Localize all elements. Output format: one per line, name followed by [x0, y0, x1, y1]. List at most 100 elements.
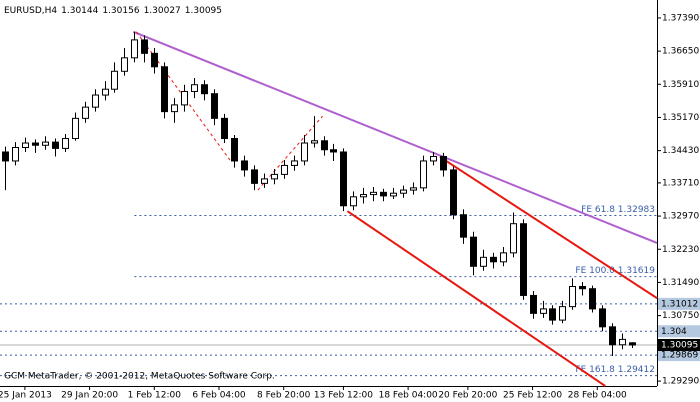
- candle-body: [311, 140, 318, 144]
- candle-body: [291, 160, 298, 166]
- x-tick-label: 25 Jan 2013: [0, 391, 52, 401]
- candle-body: [22, 142, 29, 148]
- candle-body: [102, 88, 109, 96]
- y-tick-label: 1.36650: [662, 47, 699, 57]
- x-tick-label: 6 Feb 04:00: [192, 391, 246, 401]
- y-tick-label: 1.37390: [662, 13, 699, 23]
- candle-body: [400, 189, 407, 194]
- candle-body: [121, 57, 128, 72]
- candle-body: [141, 39, 148, 54]
- candle-body: [420, 160, 427, 189]
- candle-body: [390, 192, 397, 197]
- candle-body: [221, 117, 228, 140]
- candle-body: [92, 94, 99, 108]
- trendline: [439, 156, 658, 299]
- candle-body: [32, 142, 39, 146]
- price-box: [658, 325, 700, 338]
- candle-body: [360, 194, 367, 198]
- candle-body: [340, 151, 347, 207]
- candle-body: [42, 141, 49, 146]
- candle-body: [559, 306, 566, 321]
- candle-body: [161, 66, 168, 113]
- title-part: EURUSD,H4: [4, 6, 57, 16]
- candle-body: [261, 178, 268, 184]
- candle-body: [191, 84, 198, 92]
- candle-body: [599, 308, 606, 328]
- candle-body: [500, 252, 507, 263]
- candle-body: [430, 155, 437, 162]
- x-tick-label: 1 Feb 12:00: [128, 391, 182, 401]
- candle-body: [440, 155, 447, 171]
- candle-body: [72, 117, 79, 140]
- price-box-label: 1.29869: [661, 351, 698, 361]
- candle-body: [380, 191, 387, 197]
- candle-body: [540, 308, 547, 314]
- chart-title: EURUSD,H4 1.30144 1.30156 1.30027 1.30095: [4, 6, 222, 16]
- candle-body: [281, 164, 288, 175]
- candle-body: [52, 141, 59, 149]
- trendline: [346, 210, 606, 387]
- y-tick-label: 1.34430: [662, 146, 699, 156]
- candle-body: [211, 93, 218, 119]
- title-part: 1.30095: [185, 6, 222, 16]
- footer: GCM MetaTrader, © 2001-2012, MetaQuotes …: [4, 372, 275, 382]
- candle-body: [520, 223, 527, 296]
- y-tick-label: 1.32970: [662, 212, 699, 222]
- candle-body: [171, 104, 178, 113]
- candle-body: [181, 90, 188, 106]
- bid-box-label: 1.30095: [661, 340, 698, 350]
- candle-body: [410, 187, 417, 191]
- x-tick-label: 28 Feb 04:00: [568, 391, 627, 401]
- price-box-label: 1.31012: [661, 299, 698, 309]
- candle-body: [609, 326, 616, 346]
- candle-body: [549, 308, 556, 321]
- price-box: [658, 349, 700, 362]
- candle-body: [530, 294, 537, 314]
- candle-body: [370, 191, 377, 196]
- fe-label: FE 161.8 1.29412: [575, 365, 655, 375]
- fe-label: FE 61.8 1.32983: [581, 205, 655, 215]
- candle-body: [82, 106, 89, 119]
- candle-body: [579, 285, 586, 290]
- x-tick-label: 25 Feb 12:00: [503, 391, 562, 401]
- x-tick-label: 8 Feb 20:00: [257, 391, 311, 401]
- candle-body: [589, 288, 596, 310]
- candle-body: [251, 169, 258, 184]
- candle-body: [480, 256, 487, 267]
- x-tick-label: 13 Feb 12:00: [314, 391, 373, 401]
- x-tick-label: 20 Feb 20:00: [438, 391, 497, 401]
- y-tick-label: 1.29290: [662, 377, 699, 387]
- y-tick-label: 1.32230: [662, 245, 699, 255]
- candle-body: [490, 256, 497, 263]
- candle-body: [321, 140, 328, 151]
- x-tick-label: 29 Jan 20:00: [61, 391, 118, 401]
- candle-body: [12, 146, 19, 162]
- candle-body: [350, 196, 357, 207]
- candle-body: [131, 39, 138, 59]
- candle-body: [301, 142, 308, 162]
- price-box-label: 1.304: [661, 327, 687, 337]
- candle-body: [62, 138, 69, 149]
- candle-body: [450, 169, 457, 216]
- title-part: 1.30027: [144, 6, 181, 16]
- x-tick-label: 18 Feb 04:00: [379, 391, 438, 401]
- candle-body: [510, 223, 517, 254]
- candle-body: [201, 84, 208, 95]
- candle-body: [231, 138, 238, 162]
- bid-box: [658, 338, 700, 351]
- y-tick-label: 1.35170: [662, 113, 699, 123]
- title-part: 1.30156: [102, 6, 139, 16]
- title-part: 1.30144: [61, 6, 98, 16]
- y-tick-label: 1.30750: [662, 311, 699, 321]
- candle-body: [569, 285, 576, 308]
- candle-body: [470, 236, 477, 267]
- candle-body: [330, 149, 337, 153]
- candle-body: [271, 173, 278, 180]
- candle-body: [619, 338, 626, 346]
- y-tick-label: 1.31490: [662, 278, 699, 288]
- candle-body: [460, 214, 467, 238]
- candle-body: [629, 342, 636, 346]
- candle-body: [151, 52, 158, 68]
